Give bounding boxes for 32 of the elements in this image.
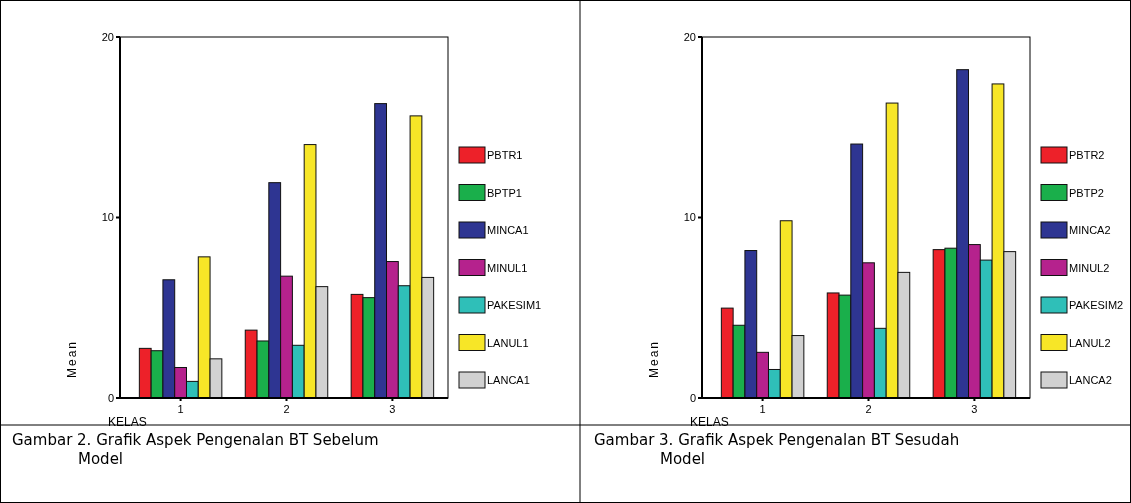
legend-label: MINCA2 — [1069, 224, 1111, 236]
legend-label: PBTR2 — [1069, 149, 1105, 161]
legend-label: BPTP1 — [487, 186, 522, 199]
legend-label: MINCA1 — [487, 224, 529, 236]
y-tick-label: 0 — [107, 391, 114, 404]
y-axis-title: Mean — [647, 339, 661, 378]
legend-label: LANUL2 — [1069, 336, 1111, 349]
legend-label: PAKESIM1 — [487, 299, 542, 311]
legend-label: PAKESIM2 — [1069, 299, 1124, 311]
x-axis-title: KELAS — [108, 415, 147, 429]
y-axis-title: Mean — [65, 339, 79, 378]
x-tick-label: 3 — [389, 403, 396, 415]
x-tick-label: 2 — [865, 403, 872, 415]
text: Gambar 2. Grafik Aspek Pengenalan BT Sebelum Model — [12, 431, 379, 468]
x-tick-label: 2 — [283, 403, 290, 415]
x-tick-label: 1 — [177, 403, 184, 415]
legend-label: PBTP2 — [1069, 186, 1104, 199]
y-tick-label: 10 — [101, 211, 114, 224]
x-tick-label: 3 — [971, 403, 978, 415]
y-tick-label: 10 — [683, 211, 696, 224]
y-tick-label: 20 — [101, 30, 114, 43]
text: Gambar 3. Grafik Aspek Pengenalan BT Sesudah Model — [594, 431, 960, 468]
legend-label: LANCA1 — [487, 374, 530, 386]
legend-label: PBTR1 — [487, 149, 523, 161]
legend-label: LANUL1 — [487, 336, 529, 349]
x-tick-label: 1 — [759, 403, 766, 415]
y-tick-label: 20 — [683, 30, 696, 43]
legend-label: LANCA2 — [1069, 374, 1112, 386]
y-tick-label: 0 — [689, 391, 696, 404]
legend-label: MINUL2 — [1069, 261, 1110, 274]
x-axis-title: KELAS — [690, 415, 729, 429]
legend-label: MINUL1 — [487, 261, 528, 274]
